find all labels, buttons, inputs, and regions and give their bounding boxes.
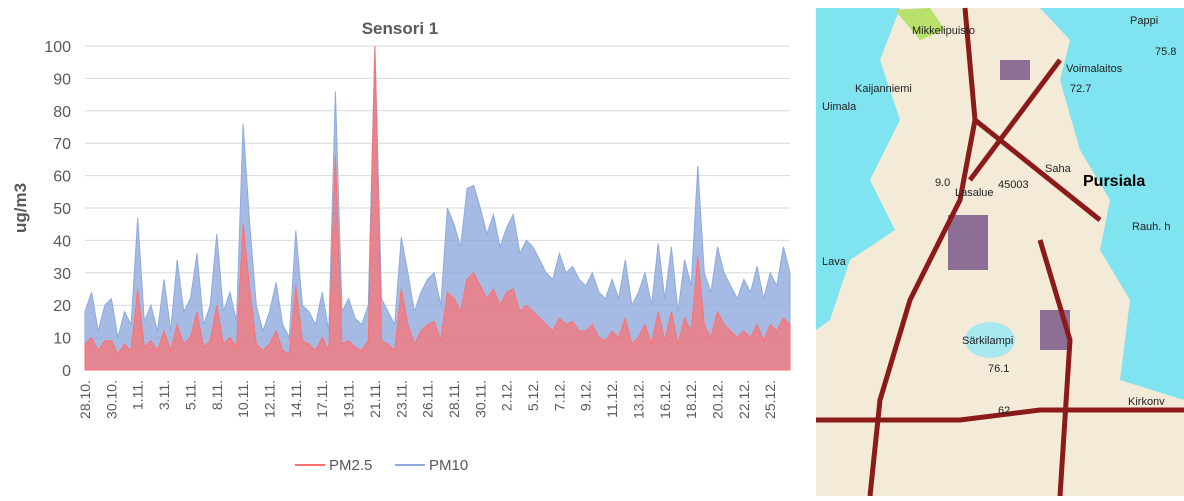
x-tick-label: 30.10.	[103, 380, 119, 419]
x-tick-label: 5.11.	[182, 380, 198, 410]
y-tick-label: 40	[53, 233, 71, 250]
x-tick-label: 26.11.	[420, 380, 436, 418]
x-tick-label: 25.12.	[762, 380, 778, 419]
y-axis-label: ug/m3	[11, 183, 30, 233]
map-label: 76.1	[988, 363, 1009, 375]
road	[867, 7, 978, 497]
x-tick-label: 3.11.	[156, 380, 172, 410]
map-label: Pursiala	[1083, 173, 1145, 190]
x-tick-label: 22.12.	[736, 380, 752, 419]
x-tick-label: 18.12.	[683, 380, 699, 419]
x-tick-label: 16.12.	[657, 380, 673, 419]
y-tick-label: 60	[53, 169, 71, 186]
water	[1040, 8, 1184, 400]
y-tick-label: 10	[53, 331, 71, 348]
map-label: Särkilampi	[962, 335, 1013, 347]
legend-label: PM2.5	[329, 457, 372, 474]
map-label: 62	[998, 405, 1010, 417]
x-tick-label: 5.12.	[525, 380, 541, 411]
x-tick-label: 14.11.	[288, 380, 304, 418]
area	[84, 45, 791, 371]
building	[1000, 60, 1030, 80]
x-tick-label: 13.12.	[630, 380, 646, 419]
map-label: Saha	[1045, 163, 1072, 175]
x-tick-label: 20.12.	[710, 380, 726, 419]
x-tick-label: 12.11.	[261, 380, 277, 418]
x-tick-label: 2.12.	[499, 380, 515, 411]
x-tick-label: 19.11.	[341, 380, 357, 418]
x-tick-label: 30.11.	[472, 380, 488, 418]
map: Mikkelipuisto Voimalaitos Kaijanniemi Uimal…	[816, 7, 1184, 497]
map-label: Uimala	[822, 101, 857, 113]
x-tick-label: 8.11.	[209, 380, 225, 410]
pond	[965, 322, 1015, 358]
x-tick-label: 21.11.	[367, 380, 383, 418]
x-tick-label: 23.11.	[393, 380, 409, 418]
x-tick-label: 28.11.	[446, 380, 462, 418]
y-tick-label: 0	[62, 363, 71, 380]
map-label: 75.8	[1155, 46, 1176, 58]
x-tick-label: 1.11.	[130, 380, 146, 410]
legend-label: PM10	[429, 457, 468, 474]
x-tick-label: 28.10.	[77, 380, 93, 419]
x-tick-label: 9.12.	[578, 380, 594, 411]
map-label: Mikkelipuisto	[912, 25, 975, 37]
x-tick-label: 10.11.	[235, 380, 251, 418]
y-tick-label: 50	[53, 201, 71, 218]
map-label: Kirkonv	[1128, 396, 1165, 408]
area	[84, 45, 791, 371]
map-label: 9.0	[935, 177, 950, 189]
x-tick-label: 11.12.	[604, 380, 620, 418]
y-tick-label: 80	[53, 104, 71, 121]
x-tick-label: 17.11.	[314, 380, 330, 418]
map-label: Voimalaitos	[1066, 63, 1123, 75]
map-label: 45003	[998, 179, 1029, 191]
y-tick-label: 30	[53, 266, 71, 283]
park	[895, 8, 945, 40]
road	[968, 58, 1102, 497]
map-label: Kaijanniemi	[855, 83, 912, 95]
map-label: Rauh. h	[1132, 221, 1171, 233]
map-label: Pappi	[1130, 15, 1158, 27]
y-tick-label: 90	[53, 71, 71, 88]
building	[948, 215, 988, 270]
x-tick-label: 7.12.	[551, 380, 567, 411]
y-tick-label: 20	[53, 298, 71, 315]
map-label: Lasalue	[955, 187, 994, 199]
chart-title: Sensori 1	[362, 19, 439, 38]
map-label: 72.7	[1070, 83, 1091, 95]
water	[816, 8, 900, 330]
map-label: Lava	[822, 256, 847, 268]
road	[816, 407, 1184, 423]
y-tick-label: 70	[53, 136, 71, 153]
y-tick-label: 100	[44, 39, 71, 56]
